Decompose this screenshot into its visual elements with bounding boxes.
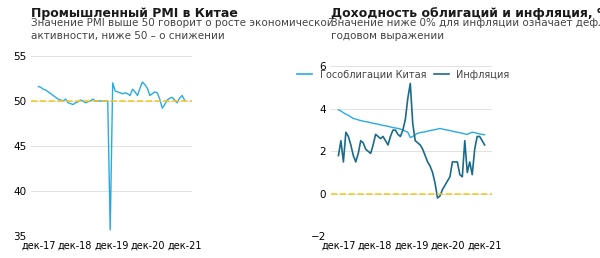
Гособлигации Китая bbox=[359, 120, 367, 123]
Инфляция bbox=[481, 143, 488, 147]
Text: Значение PMI выше 50 говорит о росте экономической
активности, ниже 50 – о сниже: Значение PMI выше 50 говорит о росте эко… bbox=[31, 18, 334, 41]
Гособлигации Китая bbox=[382, 124, 389, 127]
Text: Значение ниже 0% для инфляции означает дефляцию в
годовом выражении: Значение ниже 0% для инфляции означает д… bbox=[331, 18, 600, 41]
Инфляция bbox=[434, 196, 441, 199]
Гособлигации Китая bbox=[385, 125, 392, 128]
Гособлигации Китая bbox=[372, 122, 379, 125]
Text: Доходность облигаций и инфляция, %: Доходность облигаций и инфляция, % bbox=[331, 7, 600, 20]
Инфляция bbox=[372, 133, 379, 136]
Инфляция bbox=[335, 154, 342, 157]
Text: Промышленный PMI в Китае: Промышленный PMI в Китае bbox=[31, 7, 238, 20]
Инфляция bbox=[359, 141, 367, 144]
Инфляция bbox=[377, 137, 384, 140]
Гособлигации Китая bbox=[429, 128, 436, 132]
Гособлигации Китая bbox=[407, 136, 414, 139]
Инфляция bbox=[382, 139, 389, 142]
Line: Гособлигации Китая: Гособлигации Китая bbox=[338, 110, 485, 138]
Инфляция bbox=[429, 171, 436, 174]
Инфляция bbox=[407, 82, 414, 85]
Legend: Гособлигации Китая, Инфляция: Гособлигации Китая, Инфляция bbox=[293, 66, 514, 84]
Гособлигации Китая bbox=[481, 133, 488, 136]
Гособлигации Китая bbox=[335, 108, 342, 111]
Инфляция bbox=[385, 143, 392, 147]
Line: Инфляция: Инфляция bbox=[338, 83, 485, 198]
Гособлигации Китая bbox=[377, 123, 384, 126]
